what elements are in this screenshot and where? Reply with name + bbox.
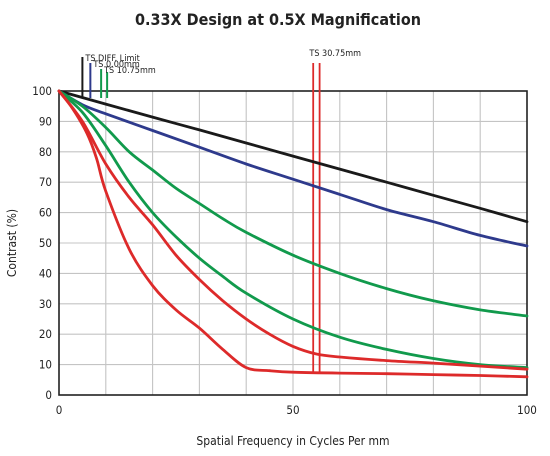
marker-label: TS 10.75mm: [103, 66, 156, 76]
y-tick-label: 50: [39, 236, 52, 250]
series-line: [57, 89, 529, 248]
marker-label: TS DIFF. Limit: [84, 54, 139, 64]
plot-grid: [59, 91, 527, 395]
x-tick-label: 50: [286, 403, 299, 417]
axis-ticks: 0 10 20 30 40 50 60 70 80 90 100 0 50 100: [32, 84, 537, 417]
series-line: [57, 89, 529, 369]
series-line: [57, 89, 529, 224]
y-tick-label: 80: [39, 145, 52, 159]
x-axis-label: Spatial Frequency in Cycles Per mm: [196, 434, 389, 448]
series-line: [57, 89, 529, 318]
y-tick-label: 90: [39, 114, 52, 128]
y-tick-label: 10: [39, 358, 52, 372]
marker-label: TS 30.75mm: [308, 49, 361, 59]
y-tick-label: 60: [39, 206, 52, 220]
chart-title: 0.33X Design at 0.5X Magnification: [135, 10, 421, 29]
plot-frame: [58, 90, 528, 396]
marker-label: TS 0.00mm: [92, 60, 140, 70]
series-line: [57, 89, 529, 379]
y-axis-label: Contrast (%): [5, 209, 19, 277]
y-tick-label: 20: [39, 327, 52, 341]
y-tick-label: 70: [39, 175, 52, 189]
series-lines: [57, 89, 529, 379]
y-tick-label: 40: [39, 266, 52, 280]
y-tick-label: 100: [32, 84, 52, 98]
x-tick-label: 100: [517, 403, 537, 417]
y-tick-label: 30: [39, 297, 52, 311]
x-tick-label: 0: [56, 403, 63, 417]
series-line: [57, 89, 529, 371]
y-tick-label: 0: [45, 388, 52, 402]
